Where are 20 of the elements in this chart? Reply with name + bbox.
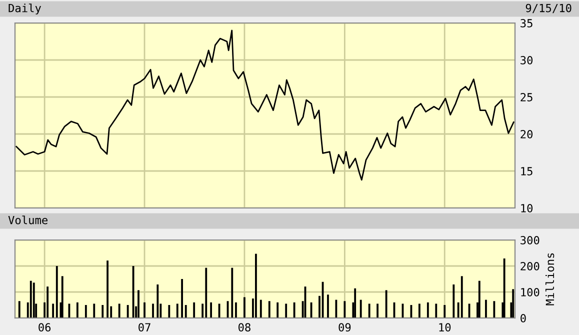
text: 9/15/10 <box>526 4 572 14</box>
y-tick-label: 30 <box>520 56 533 64</box>
x-tick-label: 06 <box>38 323 51 332</box>
x-tick-label: 07 <box>138 323 150 332</box>
x-tick-label: 10 <box>439 323 451 332</box>
chart-title: Daily <box>8 4 42 14</box>
y-tick-label: 20 <box>520 130 533 138</box>
line-series <box>16 30 514 181</box>
y-tick-label: 25 <box>520 93 532 102</box>
y-tick-label: 0 <box>520 314 526 322</box>
y2-axis-title: Millions <box>545 253 554 306</box>
y-tick-label: 15 <box>521 167 532 176</box>
y-tick-label: 10 <box>521 204 533 212</box>
y-tick-label: 200 <box>520 262 540 270</box>
x-tick-label: 08 <box>238 323 250 332</box>
y-tick-label: 300 <box>520 236 540 244</box>
x-tick-label: 09 <box>338 323 351 332</box>
y-tick-label: 35 <box>520 19 532 28</box>
y-tick-label: 100 <box>521 288 540 296</box>
chart-title: Volume <box>8 216 48 224</box>
